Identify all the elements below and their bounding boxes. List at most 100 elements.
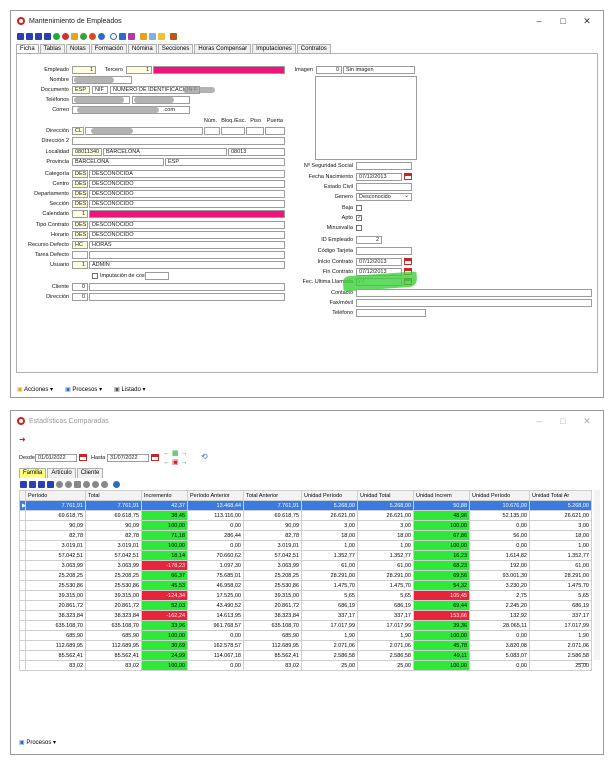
acciones-button[interactable]: ▣ Acciones ▾ bbox=[17, 387, 54, 393]
first-record-icon[interactable] bbox=[20, 481, 27, 488]
search-icon[interactable] bbox=[110, 33, 117, 40]
calendar-icon[interactable] bbox=[79, 454, 87, 461]
add-record-icon[interactable] bbox=[56, 481, 63, 488]
piso-field[interactable] bbox=[246, 127, 264, 135]
recurso-code-field[interactable]: HC bbox=[72, 241, 88, 249]
grid-icon[interactable] bbox=[170, 33, 177, 40]
calendar-icon[interactable] bbox=[151, 454, 159, 461]
localidad-cp-field[interactable]: 08013 bbox=[228, 148, 285, 156]
table-row[interactable]: 112.689,95 112.689,95 30,69 162.578,57 112.6… bbox=[19, 640, 592, 651]
localidad-name-field[interactable]: BARCELONA bbox=[103, 148, 227, 156]
filter-icon[interactable] bbox=[119, 33, 126, 40]
calendario-name-field[interactable] bbox=[89, 210, 285, 218]
inicio-contrato-field[interactable]: 07/12/2013 bbox=[356, 258, 402, 266]
doc-type-field[interactable]: NIF bbox=[92, 86, 108, 94]
table-row[interactable]: 685,90 685,90 100,00 0,00 685,90 1,90 1,90 100,… bbox=[19, 630, 592, 641]
puerta-field[interactable] bbox=[265, 127, 285, 135]
column-header-periodo-anterior[interactable]: Período Anterior bbox=[187, 490, 244, 501]
procesos-button[interactable]: ▣ Procesos ▾ bbox=[65, 387, 103, 393]
last-record-icon[interactable] bbox=[47, 481, 54, 488]
tarea-code-field[interactable] bbox=[72, 251, 88, 259]
table-row[interactable]: 25.208,25 25.208,25 66,37 75.685,01 25.208,2… bbox=[19, 570, 592, 581]
apto-checkbox[interactable]: ✓ bbox=[356, 215, 363, 221]
departamento-code-field[interactable]: DES bbox=[72, 190, 88, 198]
imputacion-field[interactable] bbox=[145, 272, 169, 280]
tab-secciones[interactable]: Secciones bbox=[157, 44, 194, 54]
table-row[interactable]: 3.063,99 3.063,99 -178,23 1.097,30 3.063,99 6… bbox=[19, 560, 592, 571]
tab-imputaciones[interactable]: Imputaciones bbox=[252, 44, 296, 54]
refresh-icon[interactable]: ⟲ bbox=[201, 452, 208, 461]
direccion3-name-field[interactable] bbox=[89, 293, 285, 301]
column-header-incremento[interactable]: Incremento bbox=[141, 490, 188, 501]
vertical-scrollbar[interactable] bbox=[594, 490, 600, 660]
tab-horas-compensar[interactable]: Horas Compensar bbox=[194, 44, 252, 54]
close-button[interactable]: ✕ bbox=[583, 16, 591, 26]
column-header-unidad-total[interactable]: Unidad Total bbox=[357, 490, 414, 501]
minimize-button[interactable]: – bbox=[536, 416, 542, 426]
column-header-total-anterior[interactable]: Total Anterior bbox=[243, 490, 302, 501]
chevron-down-icon[interactable]: ⌄ bbox=[404, 193, 410, 199]
horario-name-field[interactable]: DESCONOCIDO bbox=[89, 231, 285, 239]
exit-icon[interactable]: ➜ bbox=[19, 435, 26, 444]
usuario-name-field[interactable]: ADMIN bbox=[89, 261, 285, 269]
column-header-unidad-periodo[interactable]: Unidad Período bbox=[301, 490, 358, 501]
save-record-icon[interactable] bbox=[83, 481, 90, 488]
fax-field[interactable] bbox=[356, 299, 592, 307]
departamento-name-field[interactable]: DESCONOCIDO bbox=[89, 190, 285, 198]
seccion-name-field[interactable]: DESCONOCIDO bbox=[89, 200, 285, 208]
doc-country-field[interactable]: ESP bbox=[72, 86, 90, 94]
tab-articulo[interactable]: Artículo bbox=[47, 468, 76, 478]
procesos-button[interactable]: ▣ Procesos ▾ bbox=[19, 740, 57, 746]
image-box[interactable] bbox=[315, 76, 417, 160]
imagen-text-field[interactable]: Sin imagen bbox=[343, 66, 415, 74]
next-record-icon[interactable] bbox=[38, 481, 45, 488]
tab-formacion[interactable]: Formación bbox=[90, 44, 128, 54]
cancel-record-icon[interactable] bbox=[92, 481, 99, 488]
save-record-icon[interactable] bbox=[80, 33, 87, 40]
column-header-total[interactable]: Total bbox=[85, 490, 142, 501]
maximize-button[interactable]: □ bbox=[560, 416, 566, 426]
print-icon[interactable] bbox=[128, 33, 135, 40]
centro-name-field[interactable]: DESCONOCIDO bbox=[89, 180, 285, 188]
table-row[interactable]: 38.323,84 38.323,84 -162,24 14.613,95 38.323… bbox=[19, 610, 592, 621]
direccion3-field[interactable]: 0 bbox=[72, 293, 88, 301]
tipo-contrato-code-field[interactable]: DES bbox=[72, 221, 88, 229]
categoria-code-field[interactable]: DES bbox=[72, 170, 88, 178]
table-row[interactable]: 83,02 83,02 100,00 0,00 83,02 25,00 25,00 100,0… bbox=[19, 660, 592, 671]
document-icon[interactable] bbox=[149, 33, 156, 40]
tercero-field[interactable]: 1 bbox=[126, 66, 152, 74]
minimize-button[interactable]: – bbox=[536, 16, 542, 26]
tipo-contrato-name-field[interactable]: DESCONOCIDO bbox=[89, 221, 285, 229]
recurso-name-field[interactable]: HORAS bbox=[89, 241, 285, 249]
calendar-icon[interactable] bbox=[404, 173, 412, 180]
imputacion-checkbox[interactable] bbox=[92, 273, 98, 279]
localidad-code-field[interactable]: 08011340 bbox=[72, 148, 102, 156]
cliente-field[interactable]: 0 bbox=[72, 283, 88, 291]
tab-nomina[interactable]: Nómina bbox=[128, 44, 157, 54]
table-row[interactable]: 69.618,75 69.618,75 38,45 113.116,00 69.618,… bbox=[19, 510, 592, 521]
row-indicator[interactable]: ▶ bbox=[19, 500, 26, 511]
arrows-calendar-icon[interactable]: ← ▣ → bbox=[163, 459, 188, 466]
estado-civil-field[interactable] bbox=[356, 183, 412, 191]
folder-icon[interactable] bbox=[158, 33, 165, 40]
calendario-field[interactable]: 1 bbox=[72, 210, 88, 218]
id-empleado-field[interactable]: 2 bbox=[356, 236, 382, 244]
baja-checkbox[interactable] bbox=[356, 205, 362, 211]
maximize-button[interactable]: □ bbox=[560, 16, 566, 26]
column-header-unidad-incremento[interactable]: Unidad Increm bbox=[413, 490, 470, 501]
refresh-blue-icon[interactable] bbox=[113, 481, 120, 488]
first-record-icon[interactable] bbox=[17, 33, 24, 40]
tab-contratos[interactable]: Contratos bbox=[296, 44, 331, 54]
cancel-record-icon[interactable] bbox=[89, 33, 96, 40]
table-row[interactable]: 20.861,72 20.861,72 52,03 43.490,52 20.861,7… bbox=[19, 600, 592, 611]
table-row[interactable]: 39.315,00 39.315,00 -124,34 17.525,00 39.315… bbox=[19, 590, 592, 601]
listado-button[interactable]: ▣ Listado ▾ bbox=[114, 387, 146, 393]
table-row[interactable]: 82,78 82,78 71,18 286,44 82,78 18,00 18,00 67,8… bbox=[19, 530, 592, 541]
table-row[interactable]: 90,09 90,09 100,00 0,00 90,09 3,00 3,00 100,00 0… bbox=[19, 520, 592, 531]
refresh-icon[interactable] bbox=[101, 481, 108, 488]
desde-field[interactable]: 01/01/2022 bbox=[35, 454, 77, 462]
delete-record-icon[interactable] bbox=[62, 33, 69, 40]
imagen-field[interactable]: 0 bbox=[316, 66, 342, 74]
horario-code-field[interactable]: DES bbox=[72, 231, 88, 239]
collapse-line[interactable] bbox=[577, 663, 587, 664]
